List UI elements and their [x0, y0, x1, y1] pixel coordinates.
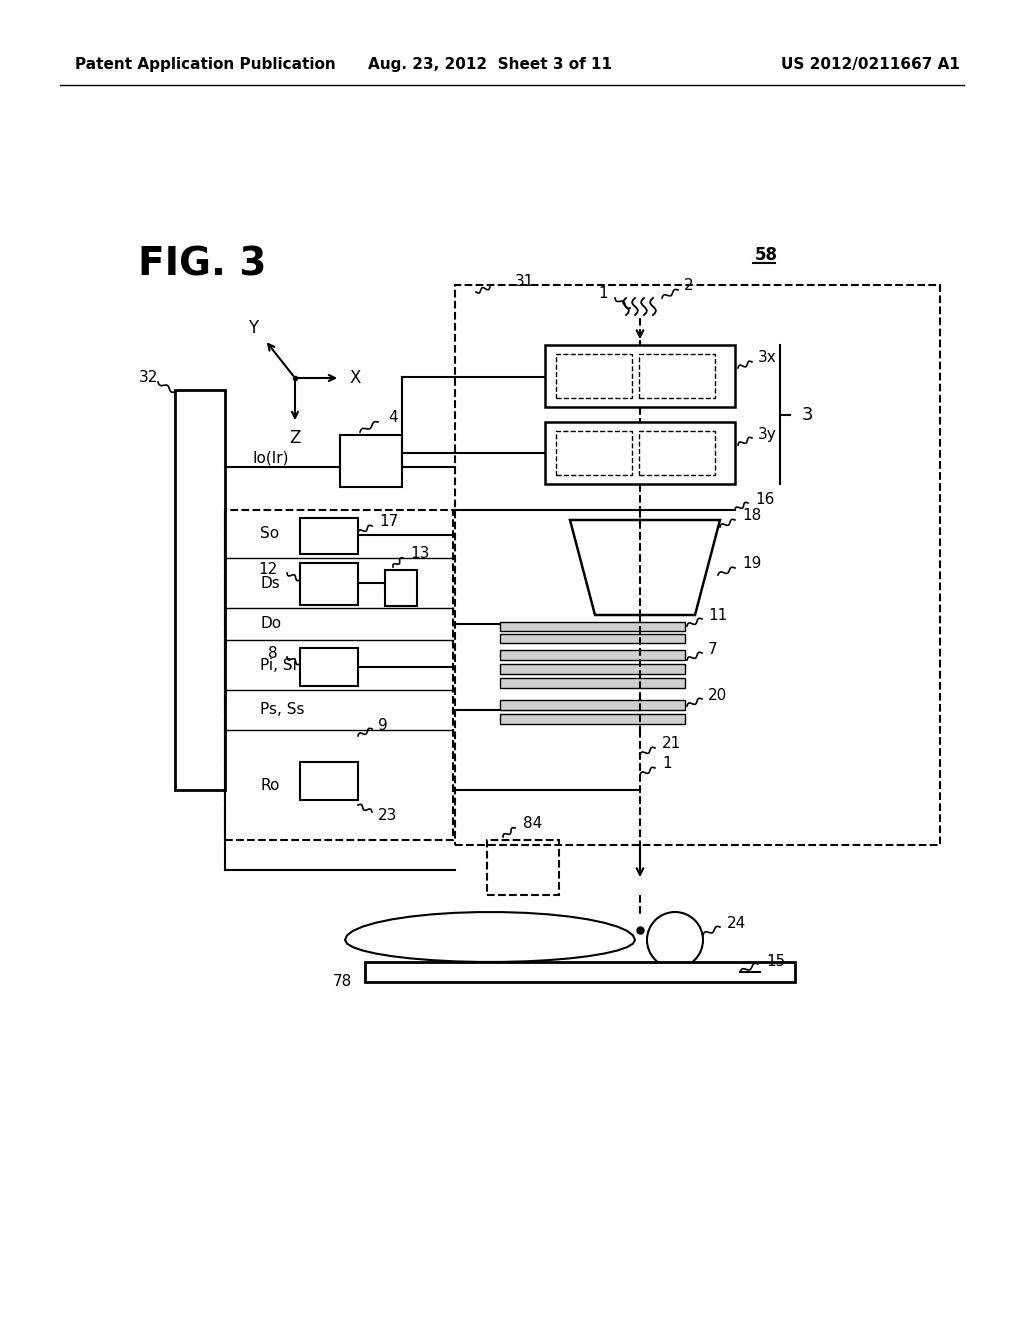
Text: 78: 78: [333, 974, 352, 990]
Bar: [500, 700, 685, 710]
Bar: [300, 762, 358, 800]
Text: 8: 8: [268, 645, 278, 660]
Text: Pi, Si: Pi, Si: [260, 657, 297, 672]
Circle shape: [647, 912, 703, 968]
Text: 1: 1: [662, 756, 672, 771]
Bar: [639, 432, 715, 475]
Text: Patent Application Publication: Patent Application Publication: [75, 58, 336, 73]
Text: 16: 16: [755, 491, 774, 507]
Text: So: So: [260, 527, 280, 541]
Text: 3x: 3x: [758, 351, 777, 366]
Text: Z: Z: [290, 429, 301, 447]
Bar: [300, 517, 358, 554]
Text: 24: 24: [727, 916, 746, 931]
Text: 13: 13: [410, 546, 429, 561]
Text: 31: 31: [515, 275, 535, 289]
Text: 32: 32: [138, 370, 158, 384]
Bar: [175, 389, 225, 789]
Text: Ps, Ss: Ps, Ss: [260, 702, 304, 718]
Text: 11: 11: [708, 607, 727, 623]
Bar: [545, 422, 735, 484]
Bar: [500, 714, 685, 723]
Text: Ds: Ds: [260, 576, 280, 590]
Bar: [500, 622, 685, 631]
Text: 15: 15: [766, 953, 785, 969]
Text: Ro: Ro: [260, 777, 280, 792]
Bar: [500, 649, 685, 660]
Bar: [225, 510, 453, 840]
Text: 9: 9: [378, 718, 388, 733]
Text: Io(Ir): Io(Ir): [252, 450, 289, 466]
Text: 3y: 3y: [758, 426, 777, 441]
Bar: [365, 962, 795, 982]
Text: 17: 17: [379, 515, 398, 529]
Bar: [385, 570, 417, 606]
Text: FIG. 3: FIG. 3: [138, 246, 266, 284]
Text: Y: Y: [248, 319, 258, 337]
Text: 84: 84: [523, 816, 543, 830]
Text: 20: 20: [708, 688, 727, 702]
Bar: [300, 564, 358, 605]
Text: 23: 23: [378, 808, 397, 822]
Text: 4: 4: [388, 411, 397, 425]
Text: 2: 2: [684, 279, 693, 293]
Bar: [639, 354, 715, 399]
Text: 21: 21: [662, 737, 681, 751]
Bar: [500, 678, 685, 688]
Bar: [487, 840, 559, 895]
Text: 18: 18: [742, 508, 761, 524]
Bar: [500, 664, 685, 675]
Text: 58: 58: [755, 246, 778, 264]
Bar: [545, 345, 735, 407]
Text: 1: 1: [598, 285, 608, 301]
Text: US 2012/0211667 A1: US 2012/0211667 A1: [780, 58, 959, 73]
Text: Do: Do: [260, 616, 282, 631]
Bar: [500, 634, 685, 643]
Bar: [556, 432, 632, 475]
Text: 7: 7: [708, 642, 718, 656]
Bar: [340, 436, 402, 487]
Text: 19: 19: [742, 557, 762, 572]
Text: 3: 3: [802, 407, 813, 424]
Text: Aug. 23, 2012  Sheet 3 of 11: Aug. 23, 2012 Sheet 3 of 11: [368, 58, 612, 73]
Text: 12: 12: [259, 561, 278, 577]
Bar: [556, 354, 632, 399]
Text: X: X: [349, 370, 360, 387]
Bar: [300, 648, 358, 686]
Bar: [455, 285, 940, 845]
